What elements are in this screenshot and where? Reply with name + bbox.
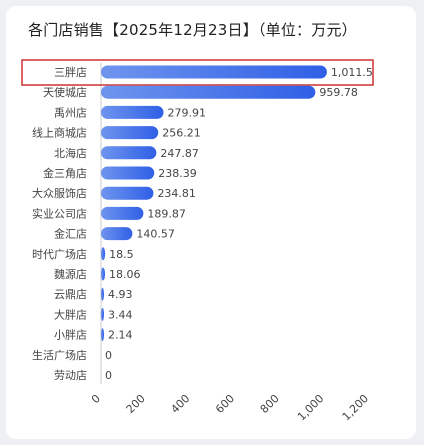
bar[interactable] xyxy=(101,287,104,301)
category-label: 小胖店 xyxy=(54,328,87,342)
category-label: 金汇店 xyxy=(54,227,87,241)
value-label: 3.44 xyxy=(108,308,133,321)
value-label: 140.57 xyxy=(136,228,175,241)
value-label: 18.5 xyxy=(109,248,134,261)
value-label: 4.93 xyxy=(108,288,133,301)
bar[interactable] xyxy=(101,186,154,200)
value-label: 0 xyxy=(105,369,112,382)
bar[interactable] xyxy=(101,206,144,220)
value-label: 247.87 xyxy=(160,147,199,160)
x-tick-label: 200 xyxy=(124,392,148,416)
bar[interactable] xyxy=(101,307,104,321)
value-label: 238.39 xyxy=(158,167,197,180)
bar[interactable] xyxy=(101,267,106,281)
x-tick-label: 600 xyxy=(213,392,237,416)
category-label: 生活广场店 xyxy=(32,348,87,362)
category-label: 云鼎店 xyxy=(54,287,87,301)
value-label: 18.06 xyxy=(109,268,141,281)
value-label: 256.21 xyxy=(162,127,201,140)
category-label: 大众服饰店 xyxy=(32,186,87,200)
highlight-box xyxy=(21,59,374,86)
value-label: 2.14 xyxy=(108,329,133,342)
x-tick-label: 400 xyxy=(168,392,192,416)
chart-title: 各门店销售【2025年12月23日】（单位：万元） xyxy=(28,21,357,39)
category-label: 大胖店 xyxy=(54,307,87,321)
value-label: 279.91 xyxy=(168,106,207,119)
category-label: 实业公司店 xyxy=(32,206,87,220)
value-label: 959.78 xyxy=(319,86,358,99)
value-label: 189.87 xyxy=(147,207,186,220)
value-label: 1,011.5 xyxy=(331,66,373,79)
bar[interactable] xyxy=(101,247,106,261)
category-label: 禹州店 xyxy=(54,105,87,119)
x-tick-label: 0 xyxy=(89,392,103,406)
bar[interactable] xyxy=(101,146,157,160)
category-label: 魏源店 xyxy=(54,267,87,281)
bar[interactable] xyxy=(101,85,316,99)
bar[interactable] xyxy=(101,227,133,241)
category-label: 线上商城店 xyxy=(32,126,87,140)
category-label: 金三角店 xyxy=(43,166,87,180)
category-label: 时代广场店 xyxy=(32,247,87,261)
bar[interactable] xyxy=(101,126,159,140)
value-label: 0 xyxy=(105,349,112,362)
bar[interactable] xyxy=(101,328,104,342)
category-label: 天使城店 xyxy=(43,85,87,99)
value-label: 234.81 xyxy=(157,187,196,200)
category-label: 三胖店 xyxy=(54,65,87,79)
bar[interactable] xyxy=(101,166,155,180)
bar[interactable] xyxy=(101,65,327,79)
bar[interactable] xyxy=(101,105,164,119)
x-tick-label: 1,200 xyxy=(340,392,371,423)
x-tick-label: 1,000 xyxy=(295,392,326,423)
category-label: 北海店 xyxy=(54,146,87,160)
category-label: 劳动店 xyxy=(54,368,87,382)
x-tick-label: 800 xyxy=(258,392,282,416)
